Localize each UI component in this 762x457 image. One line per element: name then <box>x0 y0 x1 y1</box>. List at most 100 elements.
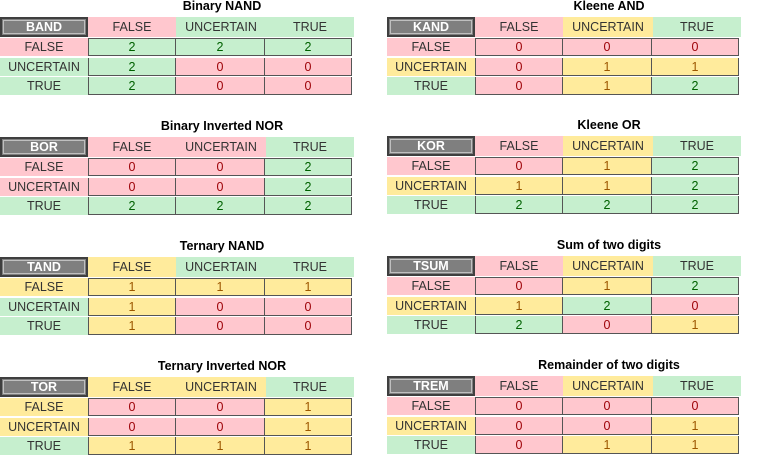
table-cell: 0 <box>88 418 176 436</box>
table-cell: 1 <box>651 316 739 334</box>
table-row: FALSE 0 0 2 <box>0 158 352 176</box>
table-row: TRUE 2 0 1 <box>387 316 739 334</box>
table-cell: 0 <box>651 397 739 415</box>
header-row: BOR FALSE UNCERTAIN TRUE <box>0 137 354 157</box>
column-header: UNCERTAIN <box>563 256 653 276</box>
table-row: TRUE 2 2 2 <box>0 197 352 215</box>
row-label: FALSE <box>0 158 88 176</box>
operator-cell: TOR <box>0 377 88 397</box>
table-cell: 2 <box>264 178 352 196</box>
row-label: UNCERTAIN <box>0 418 88 436</box>
table-row: UNCERTAIN 1 1 2 <box>387 177 739 195</box>
row-label: UNCERTAIN <box>0 178 88 196</box>
table-cell: 0 <box>562 38 652 56</box>
column-header: TRUE <box>266 137 354 157</box>
table-title: Sum of two digits <box>556 238 662 252</box>
table-cell: 1 <box>88 317 176 335</box>
table-cell: 0 <box>175 398 265 416</box>
row-label: UNCERTAIN <box>0 298 88 316</box>
table-row: FALSE 0 1 2 <box>387 157 739 175</box>
table-cell: 2 <box>651 157 739 175</box>
table-cell: 0 <box>175 178 265 196</box>
table-cell: 2 <box>264 38 352 56</box>
table-cell: 0 <box>88 158 176 176</box>
table-cell: 0 <box>264 298 352 316</box>
table-row: FALSE 2 2 2 <box>0 38 352 56</box>
table-title: Ternary Inverted NOR <box>157 359 287 373</box>
row-label: TRUE <box>0 197 88 215</box>
truth-table-bor: Binary Inverted NOR BOR FALSE UNCERTAIN TRUE… <box>0 119 354 217</box>
row-label: FALSE <box>387 397 475 415</box>
table-cell: 1 <box>175 278 265 296</box>
table-cell: 0 <box>475 77 563 95</box>
table-cell: 1 <box>475 177 563 195</box>
truth-table-kor: Kleene OR KOR FALSE UNCERTAIN TRUE FALSE 0 1 2 UN… <box>387 118 741 216</box>
table-title: Kleene OR <box>577 118 641 132</box>
table-row: TRUE 2 0 0 <box>0 77 352 95</box>
table-row: FALSE 0 0 0 <box>387 38 739 56</box>
table-row: UNCERTAIN 1 2 0 <box>387 297 739 315</box>
table-cell: 2 <box>475 316 563 334</box>
row-label: UNCERTAIN <box>387 417 475 435</box>
table-cell: 0 <box>562 316 652 334</box>
column-header: FALSE <box>475 256 563 276</box>
table-row: UNCERTAIN 2 0 0 <box>0 58 352 76</box>
truth-table-tsum: Sum of two digits TSUM FALSE UNCERTAIN TRUE F… <box>387 238 741 336</box>
truth-table-kand: Kleene AND KAND FALSE UNCERTAIN TRUE FALSE 0 0 0… <box>387 0 741 97</box>
column-header: TRUE <box>653 376 741 396</box>
table-cell: 2 <box>175 197 265 215</box>
row-label: FALSE <box>0 398 88 416</box>
table-cell: 0 <box>475 58 563 76</box>
operator-cell: TAND <box>0 257 88 277</box>
row-label: TRUE <box>387 436 475 454</box>
table-row: UNCERTAIN 0 1 1 <box>387 58 739 76</box>
table-cell: 1 <box>562 157 652 175</box>
truth-table-tor: Ternary Inverted NOR TOR FALSE UNCERTAIN TRU… <box>0 359 354 457</box>
operator-cell: TREM <box>387 376 475 396</box>
table-row: UNCERTAIN 1 0 0 <box>0 298 352 316</box>
column-header: FALSE <box>88 377 176 397</box>
column-header: FALSE <box>475 136 563 156</box>
table-cell: 0 <box>651 297 739 315</box>
column-header: TRUE <box>266 377 354 397</box>
column-header: UNCERTAIN <box>176 17 266 37</box>
table-cell: 0 <box>88 398 176 416</box>
table-cell: 0 <box>475 157 563 175</box>
column-header: UNCERTAIN <box>176 137 266 157</box>
header-row: BAND FALSE UNCERTAIN TRUE <box>0 17 354 37</box>
row-label: UNCERTAIN <box>387 58 475 76</box>
header-row: TOR FALSE UNCERTAIN TRUE <box>0 377 354 397</box>
table-row: TRUE 1 0 0 <box>0 317 352 335</box>
table-cell: 2 <box>651 77 739 95</box>
truth-table-band: Binary NAND BAND FALSE UNCERTAIN TRUE FALSE 2 2… <box>0 0 354 97</box>
table-cell: 1 <box>562 77 652 95</box>
table-cell: 0 <box>175 418 265 436</box>
column-header: UNCERTAIN <box>563 136 653 156</box>
table-cell: 0 <box>475 436 563 454</box>
header-row: KOR FALSE UNCERTAIN TRUE <box>387 136 741 156</box>
table-cell: 2 <box>175 38 265 56</box>
row-label: UNCERTAIN <box>0 58 88 76</box>
row-label: FALSE <box>0 278 88 296</box>
table-row: TRUE 0 1 2 <box>387 77 739 95</box>
row-label: UNCERTAIN <box>387 297 475 315</box>
column-header: UNCERTAIN <box>563 17 653 37</box>
table-cell: 0 <box>264 317 352 335</box>
table-title: Remainder of two digits <box>538 358 680 372</box>
header-row: TSUM FALSE UNCERTAIN TRUE <box>387 256 741 276</box>
header-row: KAND FALSE UNCERTAIN TRUE <box>387 17 741 37</box>
table-cell: 2 <box>264 197 352 215</box>
table-cell: 0 <box>264 58 352 76</box>
table-cell: 1 <box>88 437 176 455</box>
table-cell: 0 <box>475 417 563 435</box>
table-row: UNCERTAIN 0 0 2 <box>0 178 352 196</box>
truth-table-trem: Remainder of two digits TREM FALSE UNCERTAI… <box>387 358 741 456</box>
table-cell: 0 <box>175 158 265 176</box>
table-cell: 0 <box>475 277 563 295</box>
row-label: TRUE <box>387 316 475 334</box>
row-label: FALSE <box>387 277 475 295</box>
table-cell: 1 <box>475 297 563 315</box>
table-row: TRUE 0 1 1 <box>387 436 739 454</box>
column-header: FALSE <box>475 376 563 396</box>
table-cell: 1 <box>562 58 652 76</box>
